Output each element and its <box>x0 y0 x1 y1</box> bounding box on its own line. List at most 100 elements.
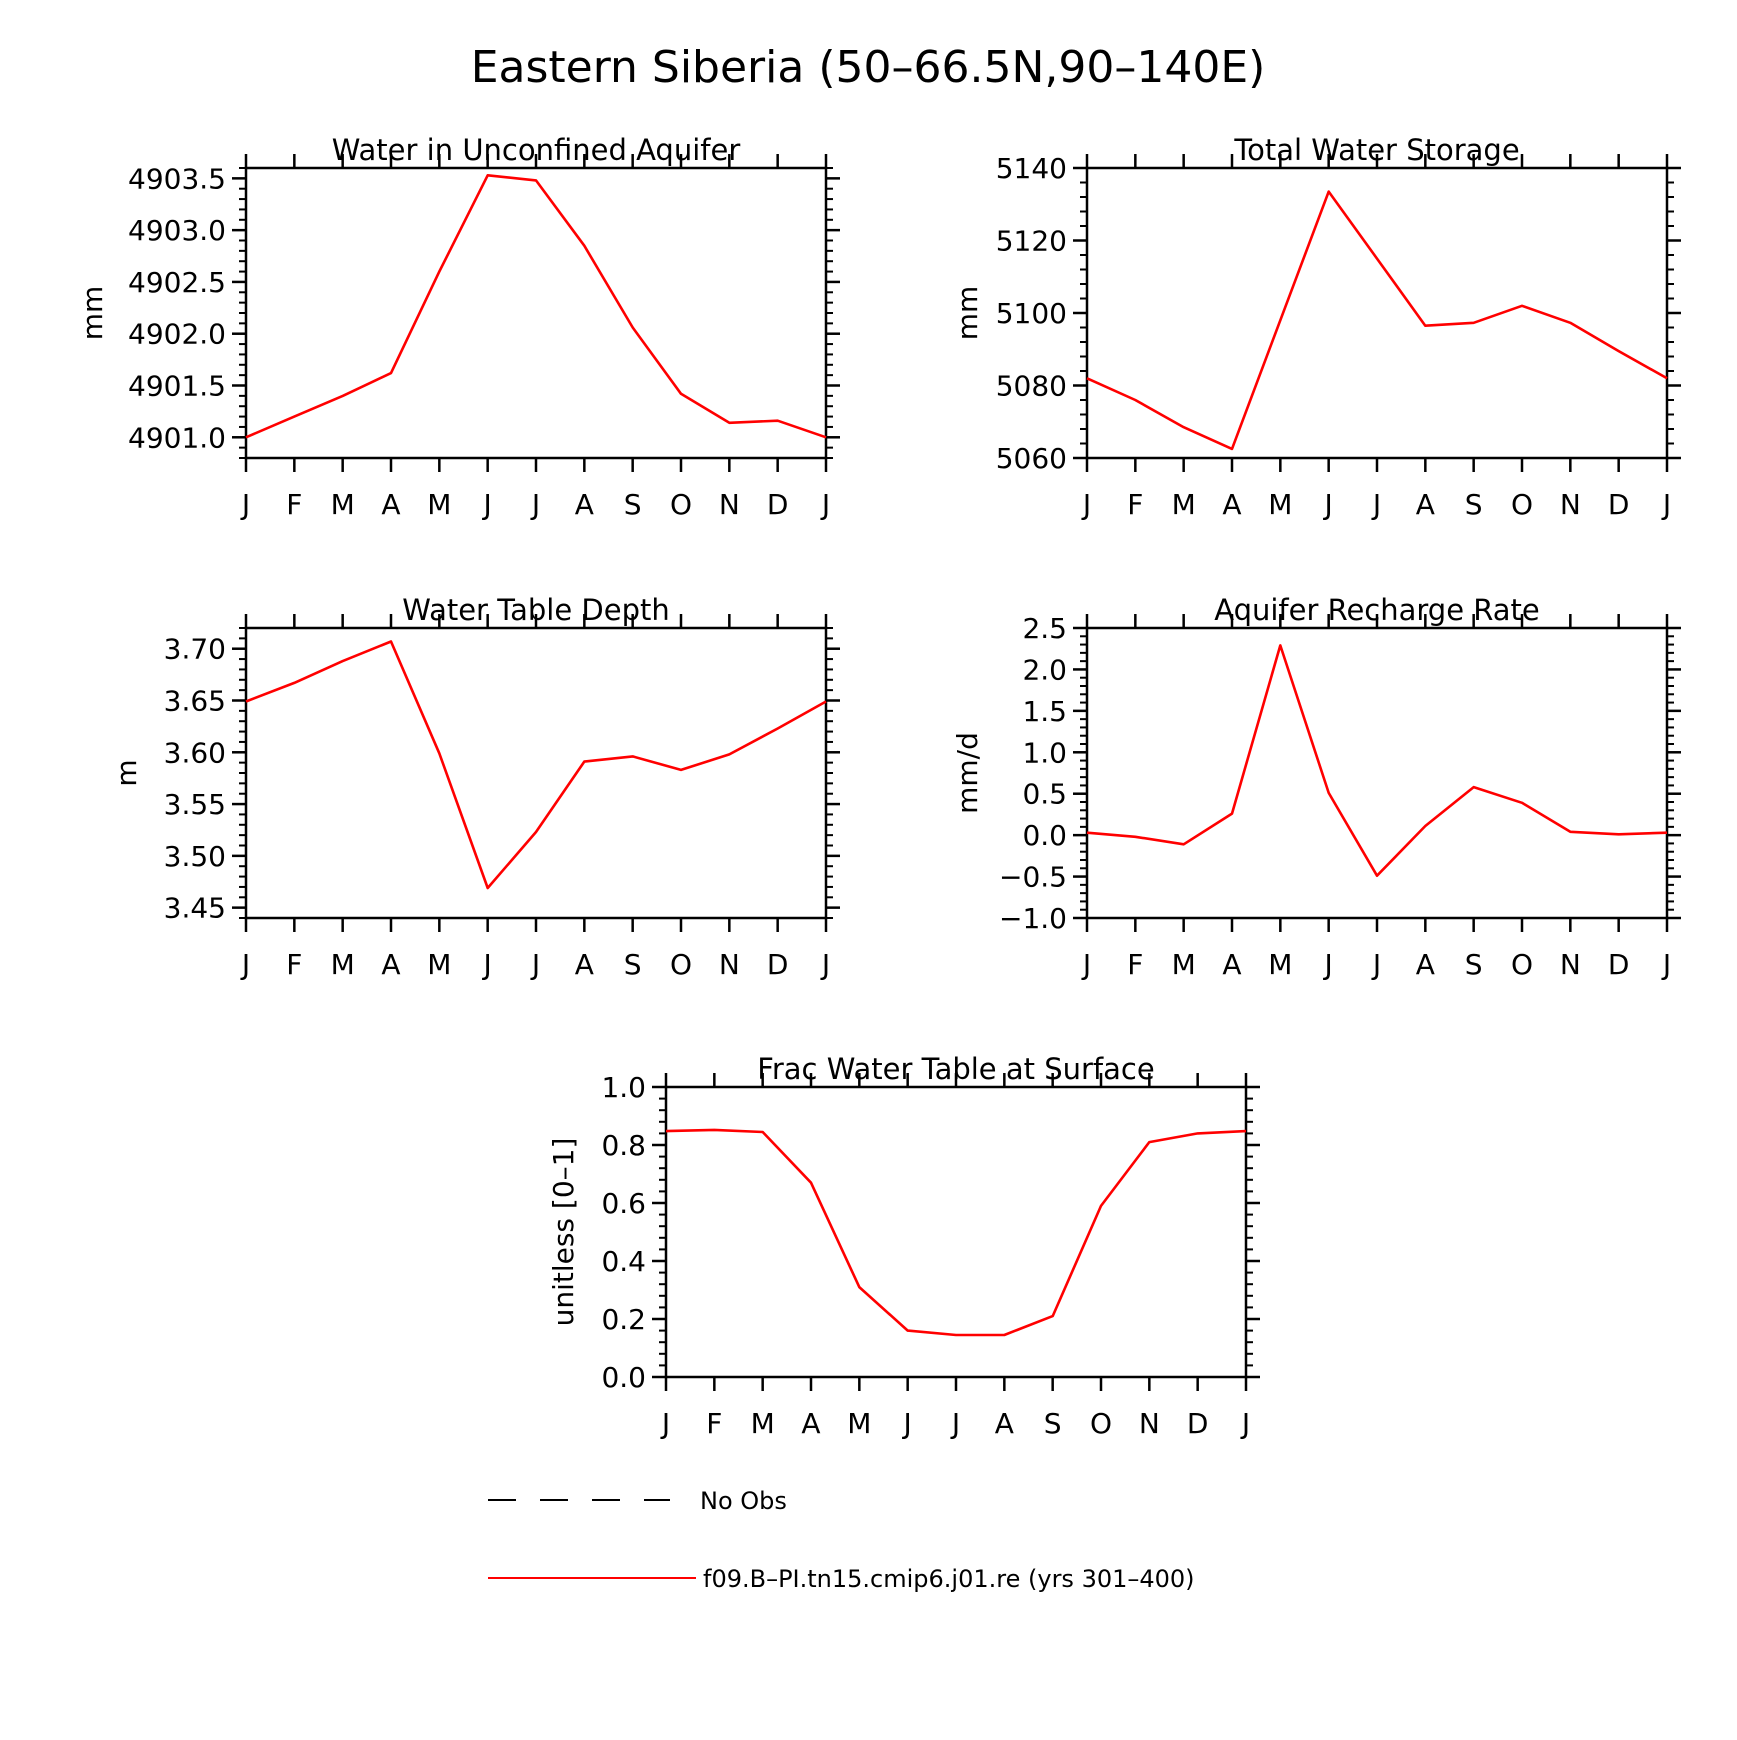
x-tick-label: F <box>286 948 302 981</box>
x-tick-label: F <box>1127 488 1143 521</box>
x-tick-label: N <box>1560 488 1581 521</box>
y-tick-label: 1.5 <box>1022 695 1067 728</box>
plot-frame <box>1085 166 1669 460</box>
y-tick-label: 4901.5 <box>128 370 226 403</box>
y-tick-label: 4903.5 <box>128 162 226 195</box>
y-tick-label: 4903.0 <box>128 214 226 247</box>
x-tick-label: J <box>1323 488 1333 521</box>
x-tick-label: D <box>767 948 789 981</box>
x-tick-label: M <box>331 488 355 521</box>
x-tick-label: A <box>575 948 594 981</box>
y-tick-label: 2.5 <box>1022 612 1067 645</box>
series-line <box>245 640 827 890</box>
y-axis-label: mm/d <box>951 732 984 814</box>
x-tick-label: D <box>1187 1407 1209 1440</box>
x-tick-label: J <box>820 488 830 521</box>
y-axis-label: unitless [0–1] <box>547 1138 580 1327</box>
x-tick-label: J <box>530 948 540 981</box>
y-axis-label: mm <box>76 286 109 341</box>
y-tick-label: −1.0 <box>999 902 1067 935</box>
plot-frame <box>244 626 828 920</box>
x-tick-label: S <box>1465 948 1483 981</box>
x-tick-label: J <box>950 1407 960 1440</box>
x-tick-label: J <box>1371 488 1381 521</box>
x-tick-label: J <box>1081 488 1091 521</box>
x-tick-label: A <box>1222 948 1241 981</box>
figure-title: Eastern Siberia (50–66.5N,90–140E) <box>471 42 1266 93</box>
x-tick-label: D <box>1608 948 1630 981</box>
y-tick-label: 3.55 <box>164 788 226 821</box>
y-tick-label: 1.0 <box>601 1071 646 1104</box>
x-tick-label: J <box>482 488 492 521</box>
x-tick-label: A <box>801 1407 820 1440</box>
x-tick-label: J <box>1323 948 1333 981</box>
y-tick-label: 5140 <box>996 152 1067 185</box>
y-tick-label: 2.0 <box>1022 653 1067 686</box>
x-tick-label: A <box>1416 488 1435 521</box>
series-line <box>245 174 827 439</box>
x-tick-label: J <box>820 948 830 981</box>
y-tick-label: 0.6 <box>601 1187 646 1220</box>
x-tick-label: J <box>902 1407 912 1440</box>
y-tick-label: 3.65 <box>164 685 226 718</box>
x-tick-label: F <box>1127 948 1143 981</box>
x-tick-label: J <box>1661 948 1671 981</box>
y-tick-label: 0.5 <box>1022 778 1067 811</box>
x-tick-label: N <box>1139 1407 1160 1440</box>
y-tick-label: 5060 <box>996 442 1067 475</box>
y-tick-label: 5080 <box>996 370 1067 403</box>
y-tick-label: 0.2 <box>601 1303 646 1336</box>
x-tick-label: N <box>1560 948 1581 981</box>
x-tick-label: S <box>1465 488 1483 521</box>
y-tick-label: 1.0 <box>1022 736 1067 769</box>
x-tick-label: M <box>1268 488 1292 521</box>
x-tick-label: A <box>381 948 400 981</box>
x-tick-label: J <box>530 488 540 521</box>
x-tick-label: N <box>719 948 740 981</box>
x-tick-label: M <box>751 1407 775 1440</box>
y-tick-label: 5100 <box>996 297 1067 330</box>
x-tick-label: F <box>706 1407 722 1440</box>
x-tick-label: J <box>1081 948 1091 981</box>
y-axis-label: m <box>110 759 143 786</box>
x-tick-label: M <box>331 948 355 981</box>
y-tick-label: 3.50 <box>164 840 226 873</box>
x-tick-label: A <box>381 488 400 521</box>
series-line <box>665 1128 1247 1337</box>
x-tick-label: O <box>1511 488 1533 521</box>
x-tick-label: M <box>427 488 451 521</box>
x-tick-label: O <box>1511 948 1533 981</box>
x-tick-label: J <box>482 948 492 981</box>
y-tick-label: −0.5 <box>999 861 1067 894</box>
y-tick-label: 5120 <box>996 225 1067 258</box>
legend-model-label: f09.B–PI.tn15.cmip6.j01.re (yrs 301–400) <box>703 1565 1195 1593</box>
y-axis-label: mm <box>951 286 984 341</box>
y-tick-label: 0.8 <box>601 1129 646 1162</box>
plot-frame <box>244 166 828 460</box>
y-tick-label: 4902.0 <box>128 318 226 351</box>
x-tick-label: M <box>427 948 451 981</box>
x-tick-label: D <box>767 488 789 521</box>
x-tick-label: A <box>995 1407 1014 1440</box>
x-tick-label: S <box>624 488 642 521</box>
x-tick-label: J <box>1661 488 1671 521</box>
x-tick-label: M <box>847 1407 871 1440</box>
x-tick-label: A <box>1222 488 1241 521</box>
x-tick-label: M <box>1268 948 1292 981</box>
y-tick-label: 4901.0 <box>128 421 226 454</box>
x-tick-label: A <box>575 488 594 521</box>
x-tick-label: D <box>1608 488 1630 521</box>
x-tick-label: F <box>286 488 302 521</box>
x-tick-label: J <box>240 948 250 981</box>
x-tick-label: M <box>1172 488 1196 521</box>
legend: No Obs f09.B–PI.tn15.cmip6.j01.re (yrs 3… <box>488 1487 1195 1593</box>
x-tick-label: M <box>1172 948 1196 981</box>
x-tick-label: J <box>240 488 250 521</box>
series-line <box>1086 190 1668 451</box>
